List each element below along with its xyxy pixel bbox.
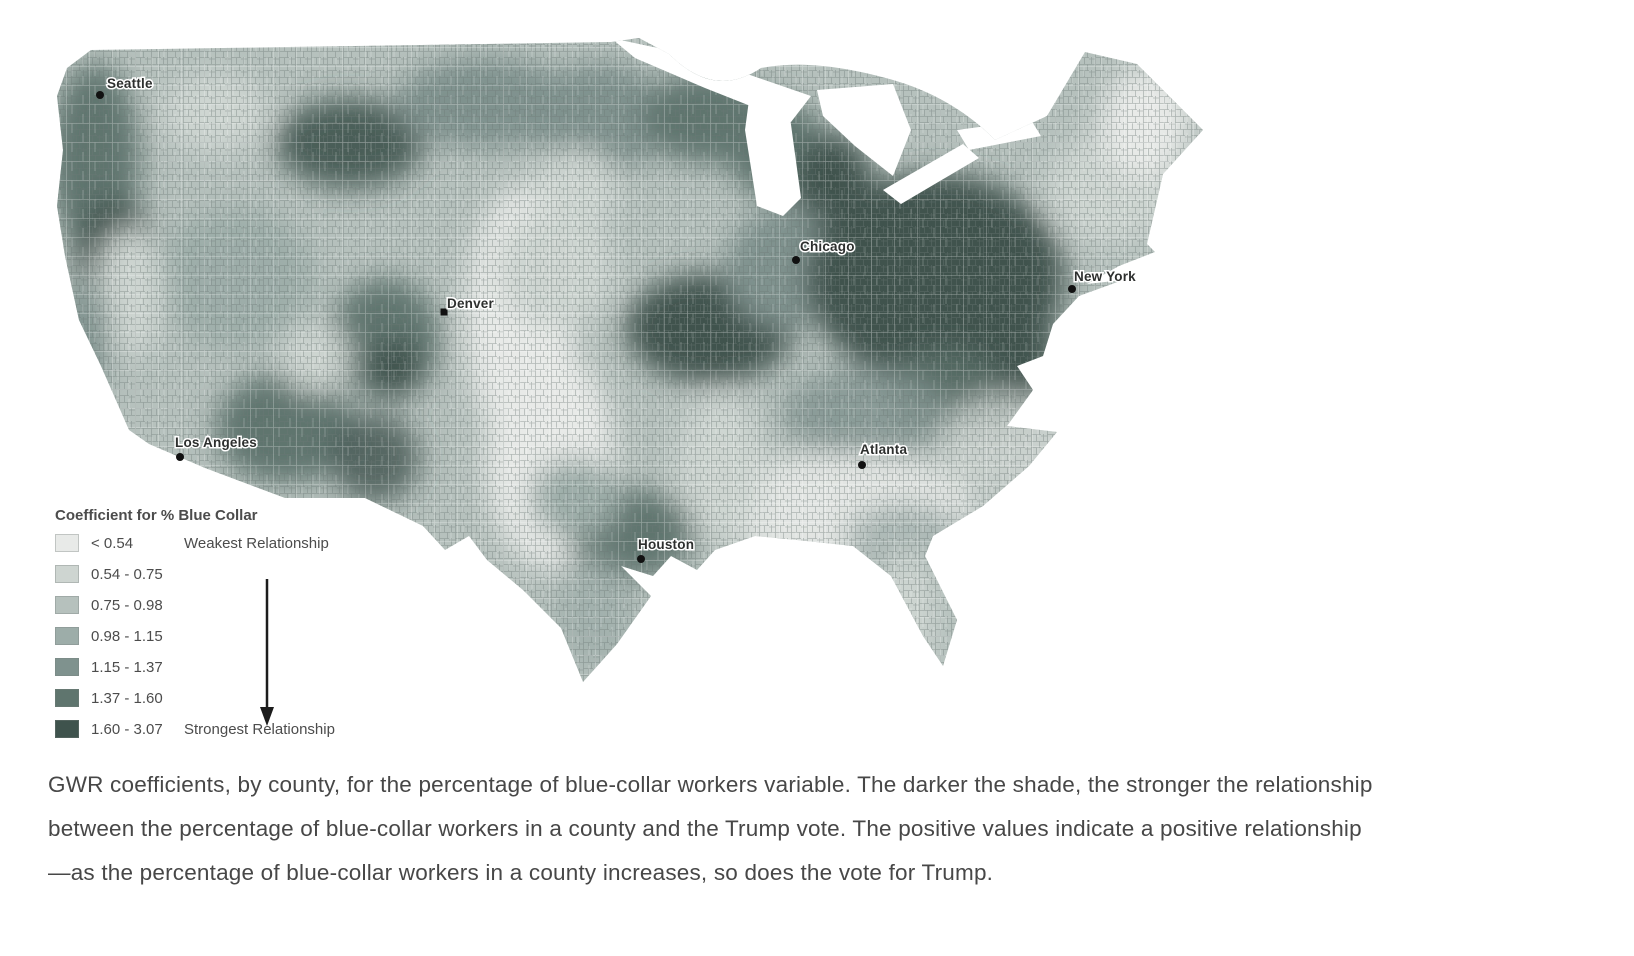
caption-line-3: —as the percentage of blue-collar worker… (48, 860, 994, 885)
city-label-los-angeles: Los Angeles (175, 435, 257, 450)
legend-range-label: < 0.54 (91, 534, 134, 552)
lake-erie-shape (883, 144, 979, 204)
city-marker-denver (440, 308, 448, 316)
caption-line-2: between the percentage of blue-collar wo… (48, 816, 1362, 841)
legend-note: Weakest Relationship (184, 534, 329, 552)
city-label-atlanta: Atlanta (860, 442, 907, 457)
legend-range-label: 0.98 - 1.15 (91, 627, 163, 645)
us-choropleth-map: Seattle Denver Chicago New York Los Angeles A… (55, 38, 1205, 693)
caption-line-1: GWR coefficients, by county, for the per… (48, 772, 1373, 797)
legend-row-5: 1.37 - 1.60 (55, 689, 475, 707)
legend-row-4: 1.15 - 1.37 (55, 658, 475, 676)
lake-superior-shape (611, 38, 811, 122)
legend-title: Coefficient for % Blue Collar (55, 507, 258, 524)
city-marker-los-angeles (176, 453, 184, 461)
legend-note: Strongest Relationship (184, 720, 335, 738)
city-marker-new-york (1068, 285, 1076, 293)
legend-row-3: 0.98 - 1.15 (55, 627, 475, 645)
legend-swatch (55, 689, 79, 707)
legend-row-0: < 0.54 Weakest Relationship (55, 534, 475, 552)
city-marker-chicago (792, 256, 800, 264)
legend-row-2: 0.75 - 0.98 (55, 596, 475, 614)
legend-rows: < 0.54 Weakest Relationship 0.54 - 0.75 0.7… (55, 534, 475, 738)
strength-arrow (260, 579, 274, 726)
city-label-denver: Denver (447, 296, 495, 311)
legend-swatch (55, 565, 79, 583)
legend-row-6: 1.60 - 3.07 Strongest Relationship (55, 720, 475, 738)
legend-range-label: 0.75 - 0.98 (91, 596, 163, 614)
legend-swatch (55, 596, 79, 614)
legend-swatch (55, 627, 79, 645)
lake-huron-shape (817, 84, 911, 176)
legend-range-label: 1.15 - 1.37 (91, 658, 163, 676)
figure-caption: GWR coefficients, by county, for the per… (48, 763, 1608, 895)
legend-swatch (55, 534, 79, 552)
city-marker-atlanta (858, 461, 866, 469)
map-legend: Coefficient for % Blue Collar < 0.54 Weak… (55, 507, 475, 751)
city-marker-seattle (96, 91, 104, 99)
legend-range-label: 1.37 - 1.60 (91, 689, 163, 707)
city-label-houston: Houston (638, 537, 694, 552)
city-layer: Seattle Denver Chicago New York Los Angeles A… (96, 75, 1137, 563)
city-label-chicago: Chicago (800, 239, 855, 254)
legend-range-label: 0.54 - 0.75 (91, 565, 163, 583)
map-svg: Seattle Denver Chicago New York Los Angeles A… (57, 38, 1203, 682)
legend-range-label: 1.60 - 3.07 (91, 720, 163, 738)
lake-michigan-shape (745, 100, 801, 216)
legend-swatch (55, 658, 79, 676)
great-lakes (611, 38, 1041, 216)
city-label-new-york: New York (1074, 269, 1136, 284)
city-label-seattle: Seattle (107, 76, 153, 91)
city-marker-houston (637, 555, 645, 563)
legend-row-1: 0.54 - 0.75 (55, 565, 475, 583)
legend-swatch (55, 720, 79, 738)
